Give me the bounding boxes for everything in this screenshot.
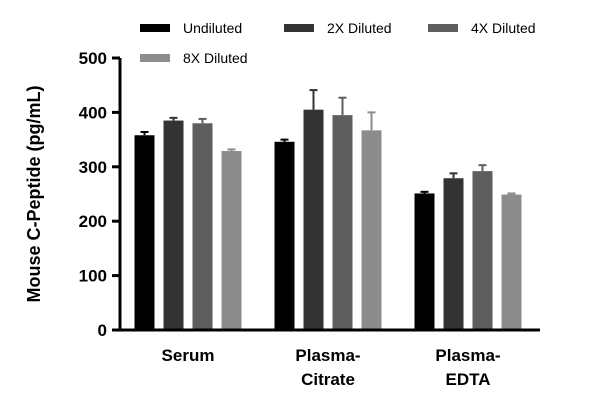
- bar: [472, 171, 493, 330]
- x-category-label-line: Plasma-: [295, 346, 360, 365]
- bar: [414, 193, 435, 330]
- y-tick-label: 0: [98, 321, 107, 340]
- bar: [361, 130, 382, 330]
- bar: [303, 109, 324, 331]
- bars: [134, 89, 522, 331]
- bar: [332, 115, 353, 331]
- bar: [501, 194, 522, 330]
- y-tick-label: 100: [79, 267, 107, 286]
- x-category-label-line: Serum: [162, 346, 215, 365]
- bar: [443, 178, 464, 330]
- legend-label: 4X Diluted: [471, 20, 536, 36]
- x-category-label: Plasma- Citrate: [295, 346, 360, 389]
- x-category-label-line: Citrate: [301, 370, 355, 389]
- x-category-label: Plasma- EDTA: [435, 346, 500, 389]
- y-tick-label: 300: [79, 158, 107, 177]
- legend-label: 2X Diluted: [327, 20, 392, 36]
- bar: [163, 120, 184, 330]
- y-tick-label: 400: [79, 103, 107, 122]
- x-category-label-line: EDTA: [445, 370, 490, 389]
- legend: Undiluted 2X Diluted 4X Diluted 8X Diluted: [140, 20, 536, 66]
- bar: [134, 135, 155, 330]
- y-tick-label: 200: [79, 212, 107, 231]
- legend-swatch: [140, 54, 170, 62]
- y-axis-title: Mouse C-Peptide (pg/mL): [24, 86, 44, 303]
- x-axis: Serum Plasma- Citrate Plasma- EDTA: [118, 328, 540, 389]
- y-axis: 0 100 200 300 400 500: [79, 49, 122, 340]
- bar: [192, 123, 213, 330]
- legend-label: Undiluted: [183, 20, 242, 36]
- x-category-label: Serum: [162, 346, 215, 365]
- legend-swatch: [284, 24, 314, 32]
- x-category-label-line: Plasma-: [435, 346, 500, 365]
- y-tick-label: 500: [79, 49, 107, 68]
- legend-label: 8X Diluted: [183, 50, 248, 66]
- legend-swatch: [428, 24, 458, 32]
- legend-swatch: [140, 24, 170, 32]
- bar: [274, 141, 295, 330]
- bar: [221, 151, 242, 330]
